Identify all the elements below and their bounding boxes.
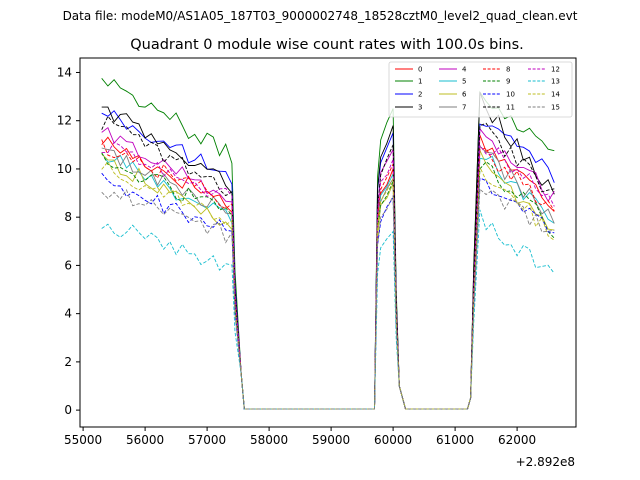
legend-label: 14 [551,91,560,99]
legend-item-7[interactable]: 7 [439,104,466,112]
legend-label: 9 [506,78,510,86]
legend-label: 13 [551,78,560,86]
y-axis: 0 2 4 6 8 10 12 14 [57,65,80,417]
legend-item-13[interactable]: 13 [528,78,560,86]
axes-frame [79,57,577,428]
legend-label: 6 [462,91,467,99]
plot-area: 55000 56000 57000 58000 59000 60000 61000 62000… [57,57,577,469]
legend-label: 8 [506,66,510,74]
legend-frame [388,61,573,118]
legend-label: 2 [418,91,422,99]
x-tick-label: 62000 [498,433,536,447]
legend-item-12[interactable]: 12 [528,66,560,74]
legend-item-3[interactable]: 3 [395,104,422,112]
series-line-15 [101,188,555,410]
legend-label: 0 [418,66,422,74]
legend-item-0[interactable]: 0 [395,66,422,74]
series-layer [101,78,555,410]
legend-item-1[interactable]: 1 [395,78,422,86]
y-tick-label: 10 [57,162,72,176]
x-axis: 55000 56000 57000 58000 59000 60000 61000 62000 [64,427,536,447]
chart-title: Quadrant 0 module wise count rates with … [130,37,524,53]
legend-label: 15 [551,104,560,112]
legend-label: 7 [462,104,466,112]
legend-label: 10 [506,91,515,99]
y-tick-label: 12 [57,114,72,128]
legend-item-11[interactable]: 11 [483,104,515,112]
legend-item-8[interactable]: 8 [483,66,510,74]
y-tick-label: 0 [64,403,72,417]
x-tick-label: 55000 [64,433,102,447]
y-tick-label: 2 [64,355,72,369]
legend-item-15[interactable]: 15 [528,104,560,112]
x-tick-label: 61000 [436,433,474,447]
legend-label: 11 [506,104,515,112]
x-tick-label: 56000 [126,433,164,447]
legend-item-6[interactable]: 6 [439,91,467,99]
x-axis-offset-label: +2.892e8 [516,455,575,469]
x-tick-label: 60000 [374,433,412,447]
x-tick-label: 57000 [188,433,226,447]
legend-item-10[interactable]: 10 [483,91,515,99]
legend-item-9[interactable]: 9 [483,78,510,86]
legend-label: 3 [418,104,422,112]
legend-item-4[interactable]: 4 [439,66,467,74]
y-tick-label: 6 [64,258,72,272]
legend-label: 4 [462,66,467,74]
legend-label: 12 [551,66,560,74]
legend-item-5[interactable]: 5 [439,78,466,86]
legend-item-14[interactable]: 14 [528,91,560,99]
legend-label: 5 [462,78,466,86]
y-tick-label: 8 [64,210,72,224]
y-tick-label: 4 [64,307,72,321]
x-tick-label: 59000 [312,433,350,447]
legend-item-2[interactable]: 2 [395,91,422,99]
figure-suptitle: Data file: modeM0/AS1A05_187T03_90000027… [63,9,578,23]
series-line-14 [101,161,555,410]
y-tick-label: 14 [57,65,72,79]
x-tick-label: 58000 [250,433,288,447]
legend-label: 1 [418,78,422,86]
